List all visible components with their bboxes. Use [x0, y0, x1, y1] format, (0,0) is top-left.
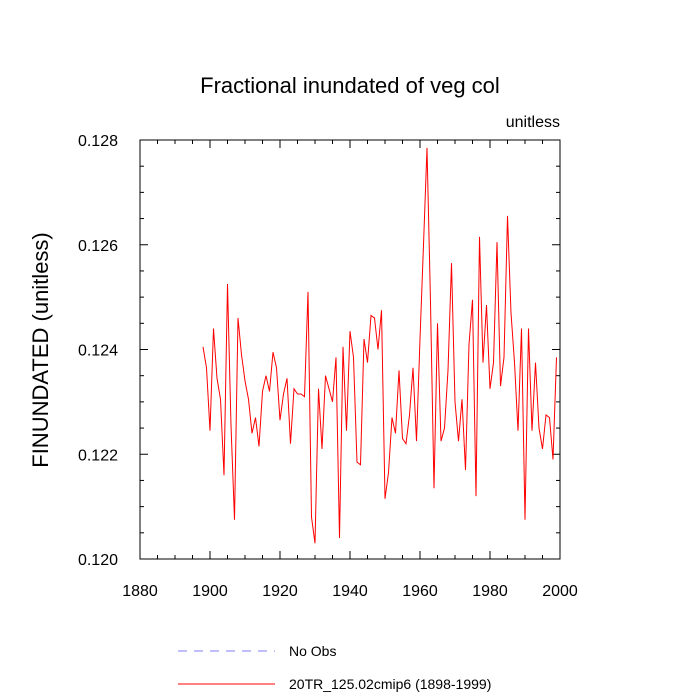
x-tick-label: 1940: [332, 583, 368, 600]
chart-title: Fractional inundated of veg col: [200, 73, 500, 98]
legend-label-model: 20TR_125.02cmip6 (1898-1999): [289, 676, 491, 692]
x-tick-label: 1880: [122, 583, 158, 600]
y-axis-label: FINUNDATED (unitless): [28, 232, 53, 468]
y-tick-label: 0.126: [78, 238, 118, 255]
y-tick-label: 0.128: [78, 133, 118, 150]
x-tick-label: 1980: [472, 583, 508, 600]
series-layer: [202, 147, 557, 544]
legend: No Obs 20TR_125.02cmip6 (1898-1999): [178, 643, 491, 692]
x-tick-label: 1900: [192, 583, 228, 600]
units-label: unitless: [506, 114, 560, 131]
series-line-1: [202, 147, 557, 544]
legend-label-no-obs: No Obs: [289, 643, 336, 659]
y-tick-labels: 0.120 0.122 0.124 0.126 0.128: [78, 133, 118, 569]
axis-ticks: [139, 139, 561, 560]
x-tick-labels: 1880 1900 1920 1940 1960 1980 2000: [122, 583, 578, 600]
x-tick-label: 1920: [262, 583, 298, 600]
x-tick-label: 1960: [402, 583, 438, 600]
y-tick-label: 0.122: [78, 447, 118, 464]
y-tick-label: 0.120: [78, 552, 118, 569]
x-tick-label: 2000: [542, 583, 578, 600]
y-tick-label: 0.124: [78, 343, 118, 360]
